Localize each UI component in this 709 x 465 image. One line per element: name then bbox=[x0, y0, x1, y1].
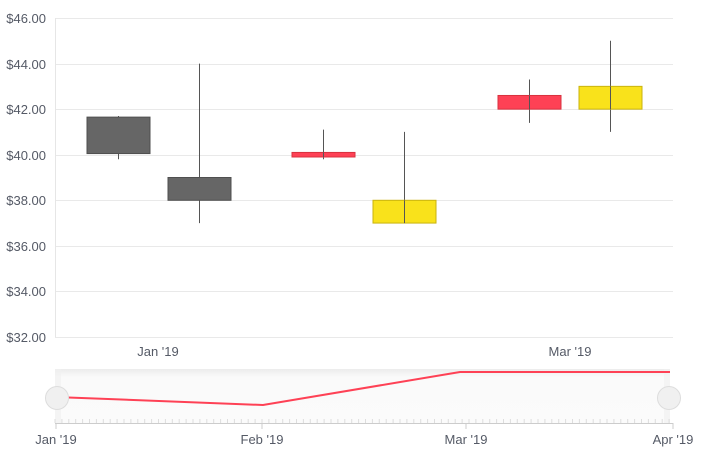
y-axis-labels: $32.00 $34.00 $36.00 $38.00 $40.00 $42.00 $44.… bbox=[6, 11, 46, 345]
navigator-tick-label: Apr '19 bbox=[653, 432, 694, 447]
navigator-left-handle[interactable] bbox=[45, 386, 69, 410]
y-tick-label: $32.00 bbox=[6, 330, 46, 345]
y-tick-label: $46.00 bbox=[6, 11, 46, 26]
navigator-background[interactable] bbox=[55, 369, 670, 423]
navigator-right-handle[interactable] bbox=[657, 386, 681, 410]
navigator-tick-label: Mar '19 bbox=[445, 432, 488, 447]
x-axis-labels: Jan '19 Mar '19 bbox=[137, 344, 591, 359]
x-tick-label: Mar '19 bbox=[549, 344, 592, 359]
y-tick-label: $42.00 bbox=[6, 102, 46, 117]
y-tick-label: $34.00 bbox=[6, 284, 46, 299]
candle[interactable] bbox=[167, 63, 232, 224]
y-tick-label: $44.00 bbox=[6, 57, 46, 72]
y-tick-label: $38.00 bbox=[6, 193, 46, 208]
candle[interactable] bbox=[291, 129, 356, 160]
candle[interactable] bbox=[372, 131, 437, 224]
navigator-tick-label: Feb '19 bbox=[241, 432, 284, 447]
y-tick-label: $40.00 bbox=[6, 148, 46, 163]
navigator-tick-label: Jan '19 bbox=[35, 432, 77, 447]
candle-body bbox=[167, 177, 232, 201]
y-tick-label: $36.00 bbox=[6, 239, 46, 254]
candle[interactable] bbox=[86, 115, 151, 160]
navigator-minor-ticks bbox=[54, 419, 670, 423]
navigator-series-line bbox=[54, 371, 670, 407]
grid-lines bbox=[55, 18, 673, 338]
candle[interactable] bbox=[578, 40, 643, 132]
navigator[interactable]: Jan '19 Feb '19 Mar '19 Apr '19 bbox=[35, 369, 693, 447]
x-tick-label: Jan '19 bbox=[137, 344, 179, 359]
candle[interactable] bbox=[497, 79, 562, 123]
navigator-x-labels: Jan '19 Feb '19 Mar '19 Apr '19 bbox=[35, 423, 693, 447]
candles bbox=[86, 40, 643, 224]
candle-body bbox=[86, 116, 151, 155]
